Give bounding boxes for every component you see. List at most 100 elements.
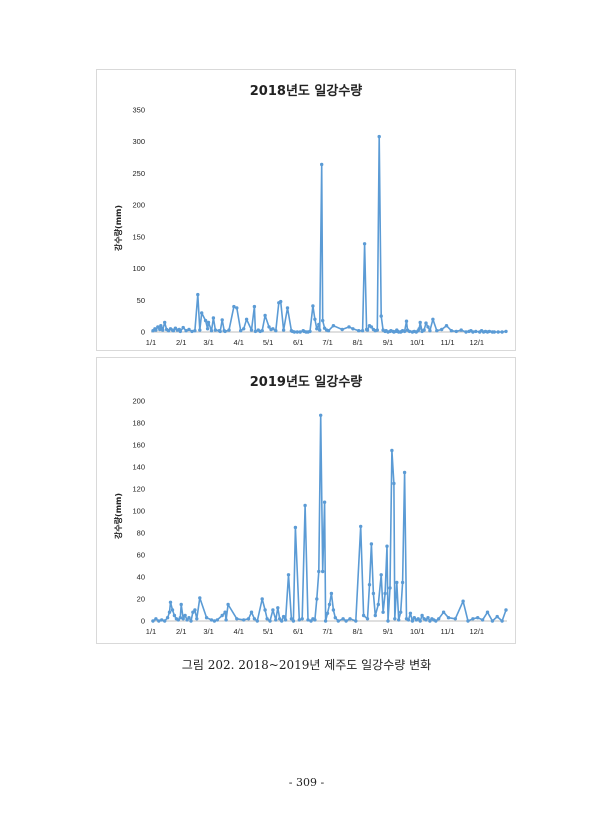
chart-2019-data-point <box>172 613 177 618</box>
chart-2018-data-point <box>249 328 254 332</box>
chart-2018-data-point <box>161 328 165 332</box>
chart-2019-ytick-label: 60 <box>137 551 145 560</box>
chart-2019-data-point <box>408 611 413 615</box>
chart-2018-data-point <box>313 317 317 321</box>
chart-2019-ytick-label: 120 <box>132 485 145 494</box>
chart-2018-ytick-label: 350 <box>132 106 145 115</box>
chart-2018-data-point <box>449 329 454 333</box>
chart-2018-xtick-label: 5/1 <box>263 338 273 347</box>
chart-2019-data-point <box>428 619 432 623</box>
chart-2018-data-point <box>211 316 216 320</box>
chart-2019-data-point <box>420 613 424 618</box>
chart-2019-xtick-label: 10/1 <box>410 627 425 636</box>
chart-2019-data-point <box>485 610 490 614</box>
chart-2018-xtick-label: 2/1 <box>176 338 186 347</box>
chart-2018-data-point <box>431 317 435 321</box>
chart-2019-data-point <box>365 617 370 621</box>
chart-2018-data-point <box>360 329 365 333</box>
chart-2019-xtick-label: 6/1 <box>293 627 303 636</box>
chart-2019-data-point <box>388 586 392 590</box>
chart-2019-data-point <box>504 608 508 612</box>
chart-2019-data-point <box>379 573 383 577</box>
chart-2018-data-point <box>242 327 246 331</box>
chart-2019-data-point <box>461 599 465 603</box>
chart-2019-data-point <box>286 573 291 577</box>
chart-2019-data-point <box>399 610 403 614</box>
chart-2018-data-point <box>260 329 264 333</box>
chart-2019-data-point <box>373 613 377 618</box>
chart-2019-data-point <box>371 591 376 596</box>
chart-2019-data-point <box>322 500 327 504</box>
chart-2019-data-point <box>476 616 480 620</box>
chart-2019-data-point <box>260 597 264 601</box>
chart-2019-xtick-label: 9/1 <box>383 627 393 636</box>
chart-2019-data-point <box>154 617 158 621</box>
chart-2019-data-point <box>418 619 422 623</box>
chart-2019-data-point <box>344 619 348 623</box>
chart-2019-data-point <box>215 618 219 622</box>
chart-2019-data-point <box>323 619 328 623</box>
chart-2019-data-point <box>369 542 374 546</box>
chart-2019-ytick-label: 80 <box>137 529 145 538</box>
chart-2018-data-point <box>178 329 182 334</box>
chart-2018-data-point <box>407 329 412 334</box>
chart-2018-ylabel: 강수량(mm) <box>113 205 123 251</box>
chart-2019-ytick-label: 180 <box>132 419 145 428</box>
chart-2019-data-point <box>276 606 280 610</box>
chart-2019-data-point <box>283 618 288 622</box>
chart-2019-xtick-label: 8/1 <box>353 627 363 636</box>
chart-2018-data-point <box>315 327 319 331</box>
chart-2019-data-point <box>385 544 389 548</box>
chart-2019-data-point <box>319 413 323 417</box>
chart-2019-data-point <box>170 608 175 612</box>
chart-2019-ytick-label: 140 <box>132 463 145 472</box>
chart-2019-ytick-label: 20 <box>137 595 145 604</box>
chart-2019-data-point <box>268 619 272 623</box>
chart-2018-data-point <box>326 329 331 333</box>
chart-2019-data-point <box>246 617 251 621</box>
chart-2018-data-point <box>417 327 421 331</box>
chart-2019-data-point <box>265 617 269 621</box>
chart-2019-data-point <box>466 619 470 623</box>
chart-2018-data-point <box>154 328 158 332</box>
chart-2018-data-point <box>295 330 299 334</box>
chart-2018-data-point <box>318 328 322 332</box>
chart-2018-data-point <box>292 330 297 334</box>
chart-2018-data-point <box>422 328 426 332</box>
chart-2019-data-point <box>226 602 230 607</box>
chart-2019-ylabel: 강수량(mm) <box>113 493 123 539</box>
chart-2018-data-point <box>184 329 188 333</box>
chart-2018-data-point <box>193 329 197 333</box>
chart-2019-data-point <box>189 619 193 623</box>
chart-2019-data-point <box>336 619 340 623</box>
chart-2019-data-point <box>381 610 385 614</box>
chart-2019-data-point <box>395 580 399 585</box>
chart-2019-ytick-label: 160 <box>132 441 145 450</box>
chart-2019-data-point <box>157 619 161 623</box>
chart-2018-data-point <box>209 329 214 333</box>
chart-2018-data-point <box>340 327 344 332</box>
chart-2019-data-point <box>242 618 246 622</box>
chart-2018-data-point <box>223 329 227 334</box>
chart-2018-data-point <box>220 318 224 322</box>
chart-2019-data-point <box>453 617 457 621</box>
chart-2019-data-point <box>441 610 446 614</box>
chart-2019-data-point <box>160 618 164 622</box>
chart-2019-data-point <box>187 616 191 620</box>
chart-2019-data-point <box>163 619 167 623</box>
chart-2018-data-point <box>362 242 367 246</box>
chart-2018-data-point <box>454 329 458 334</box>
chart-2018-xtick-label: 6/1 <box>293 338 303 347</box>
chart-2019-data-point <box>178 616 182 620</box>
chart-2019-data-point <box>490 619 495 623</box>
chart-2018-data-point <box>235 306 239 310</box>
chart-2019-data-point <box>333 616 337 620</box>
chart-2019-data-point <box>446 616 451 620</box>
chart-2019-data-point <box>410 619 415 623</box>
chart-2019-data-point <box>437 617 441 621</box>
chart-2018-xtick-label: 3/1 <box>203 338 213 347</box>
chart-2018-ytick-label: 250 <box>132 169 145 178</box>
chart-2019-data-point <box>400 580 405 585</box>
chart-2018-data-point <box>351 327 355 331</box>
chart-2018-data-point <box>492 330 496 334</box>
